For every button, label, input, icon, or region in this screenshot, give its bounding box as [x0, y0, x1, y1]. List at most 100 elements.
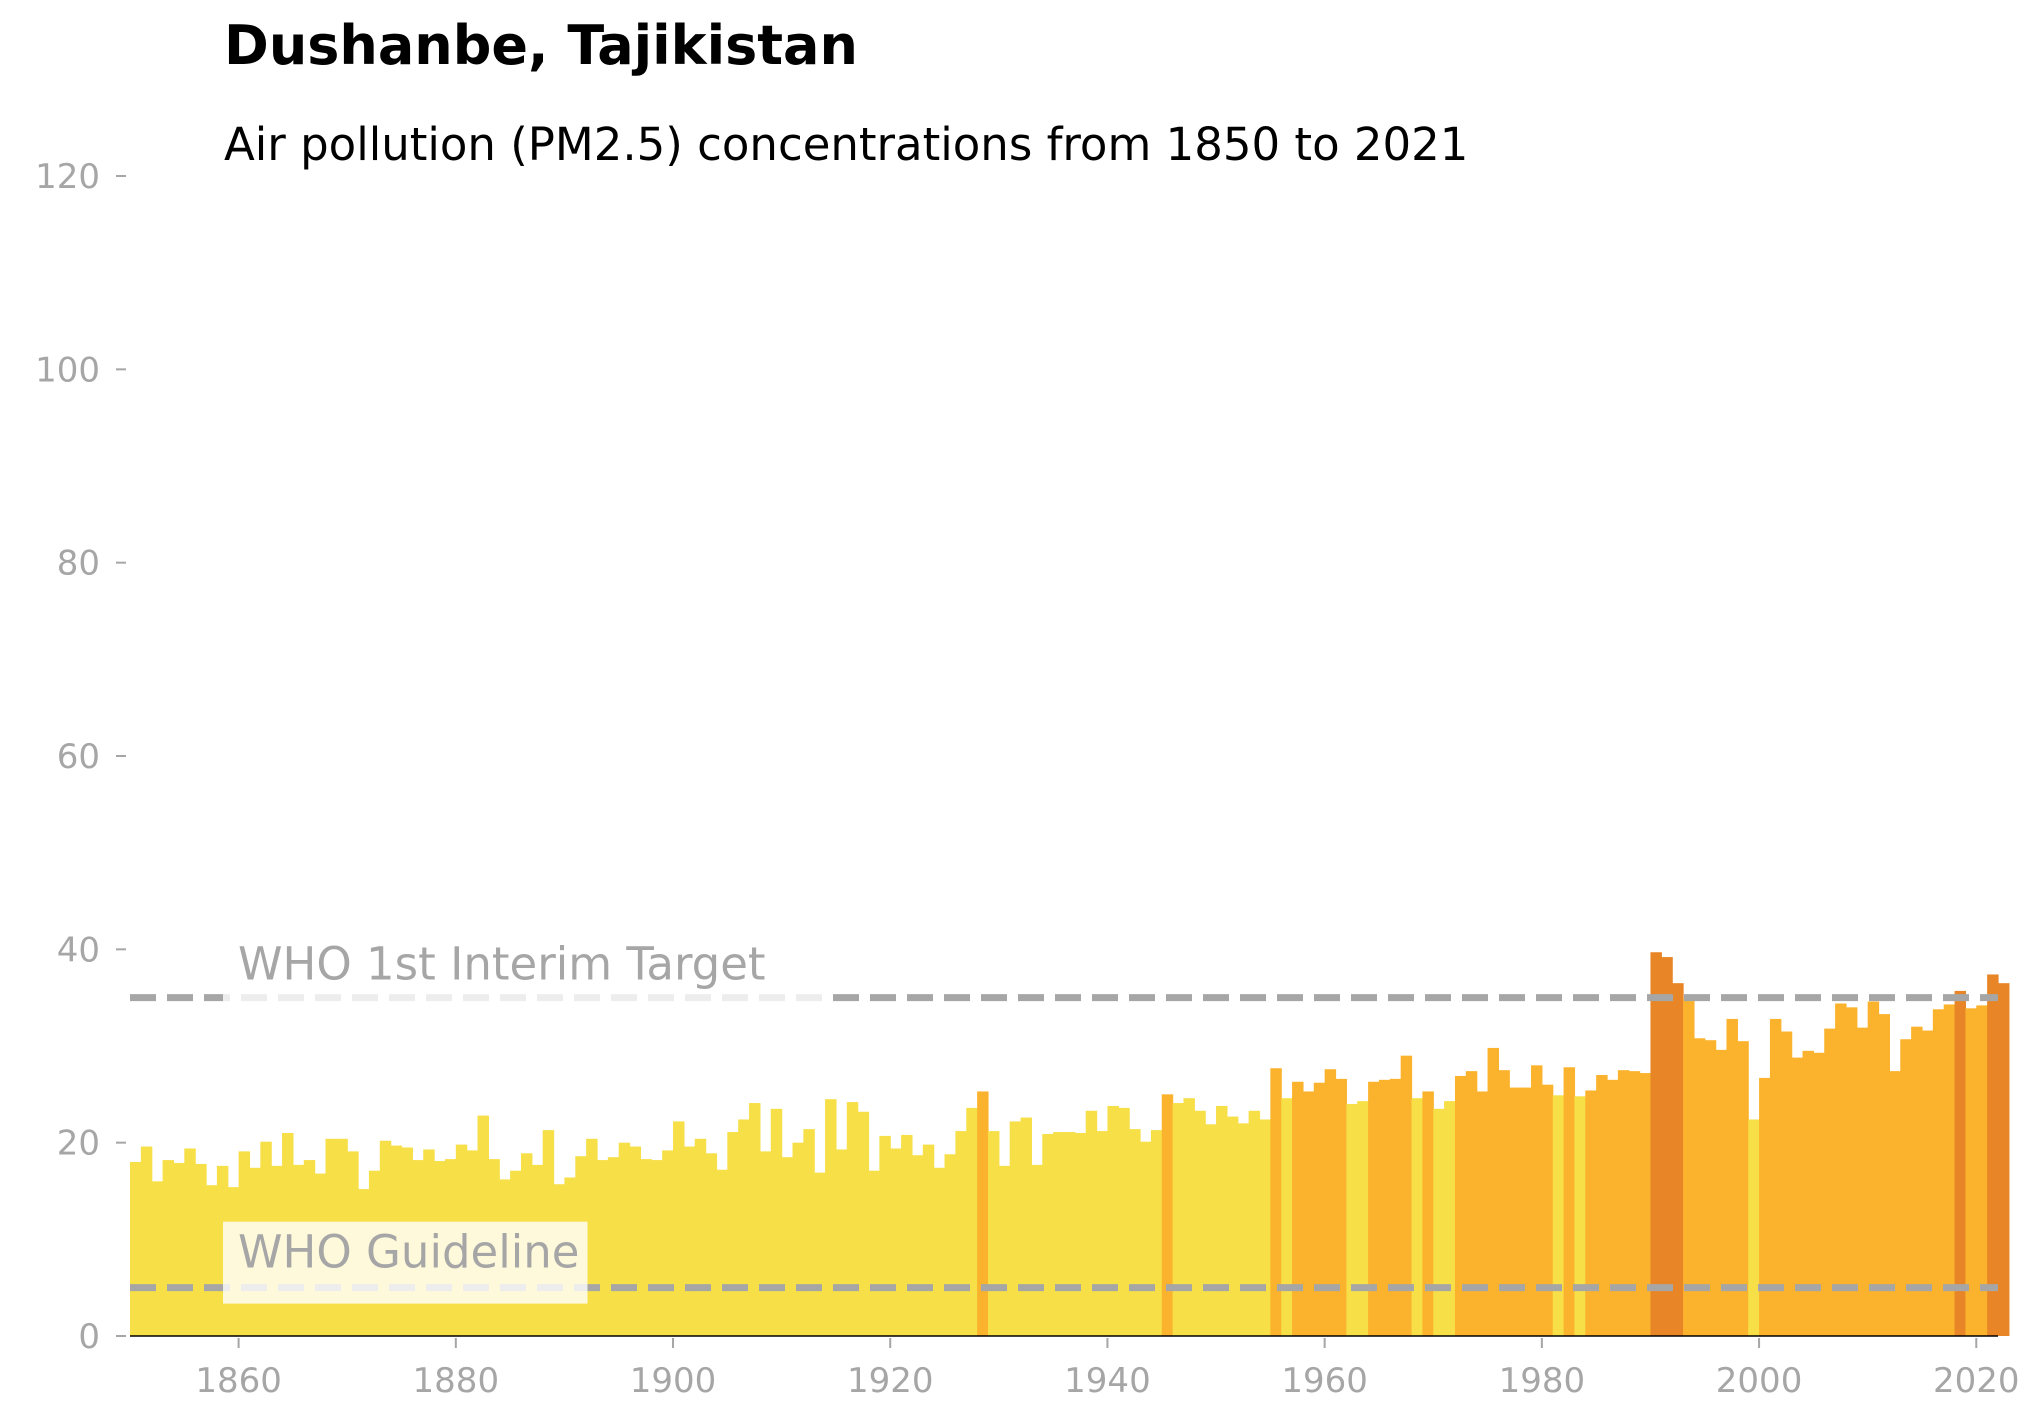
bar-1857 — [206, 1185, 218, 1336]
bar-1896 — [629, 1146, 642, 1336]
x-tick-label-1960: 1960 — [1281, 1361, 1368, 1401]
bar-2011 — [1878, 1014, 1890, 1336]
bar-1972 — [1454, 1075, 1467, 1336]
bar-1948 — [1194, 1110, 1206, 1336]
chart-subtitle: Air pollution (PM2.5) concentrations fro… — [224, 118, 1469, 171]
x-tick-label-1900: 1900 — [630, 1361, 717, 1401]
bar-2012 — [1889, 1071, 1901, 1336]
bar-1983 — [1574, 1096, 1586, 1336]
bar-1933 — [1031, 1164, 1043, 1336]
bar-1976 — [1498, 1070, 1510, 1336]
bar-1967 — [1400, 1055, 1413, 1336]
bar-1958 — [1302, 1091, 1315, 1336]
bar-2018 — [1954, 990, 1967, 1336]
bar-1955 — [1270, 1068, 1282, 1336]
bar-1893 — [597, 1160, 609, 1336]
reference-label-1: WHO Guideline — [238, 1226, 579, 1279]
bar-2022 — [1998, 983, 2010, 1336]
bar-1960 — [1324, 1069, 1337, 1336]
bar-1969 — [1422, 1091, 1434, 1336]
x-tick-label-2000: 2000 — [1716, 1361, 1803, 1401]
bar-1855 — [184, 1148, 196, 1336]
bar-1931 — [1009, 1121, 1022, 1336]
bar-1990 — [1650, 952, 1662, 1336]
bar-1935 — [1053, 1132, 1065, 1336]
bar-1920 — [890, 1148, 902, 1336]
bar-1952 — [1237, 1123, 1250, 1336]
bar-1905 — [727, 1132, 739, 1336]
x-tick-label-1940: 1940 — [1064, 1361, 1151, 1401]
bar-1913 — [814, 1172, 826, 1336]
bar-1974 — [1476, 1091, 1489, 1336]
bar-1926 — [955, 1131, 967, 1336]
bar-1924 — [933, 1167, 946, 1336]
bar-1853 — [162, 1160, 175, 1336]
bar-1981 — [1552, 1095, 1565, 1336]
bar-1851 — [140, 1146, 153, 1336]
bar-1944 — [1150, 1130, 1163, 1336]
x-tick-label-1920: 1920 — [847, 1361, 934, 1401]
bar-1979 — [1531, 1065, 1543, 1336]
bar-1950 — [1216, 1105, 1228, 1336]
bar-2010 — [1867, 1001, 1880, 1336]
bar-1959 — [1313, 1082, 1326, 1336]
x-tick-label-1880: 1880 — [413, 1361, 500, 1401]
bar-1892 — [586, 1138, 598, 1336]
bar-1910 — [781, 1157, 794, 1336]
y-tick-label-0: 0 — [78, 1317, 100, 1357]
bar-2013 — [1900, 1039, 1912, 1336]
bar-1957 — [1292, 1081, 1304, 1336]
bar-1968 — [1411, 1098, 1423, 1336]
bar-1994 — [1693, 1038, 1706, 1336]
y-tick-label-80: 80 — [57, 544, 100, 584]
reference-lines-group: WHO 1st Interim Target WHO Guideline — [130, 933, 1998, 1304]
bar-1937 — [1074, 1133, 1087, 1336]
bar-1856 — [195, 1163, 207, 1336]
bar-1918 — [868, 1170, 880, 1336]
bar-1982 — [1563, 1067, 1576, 1336]
bar-2019 — [1965, 1008, 1977, 1336]
bar-1993 — [1683, 998, 1695, 1336]
bar-2015 — [1921, 1030, 1934, 1336]
bar-1971 — [1444, 1101, 1456, 1336]
y-tick-label-100: 100 — [35, 350, 100, 390]
bar-1928 — [977, 1091, 989, 1336]
bar-2016 — [1932, 1009, 1945, 1336]
bar-2004 — [1802, 1050, 1814, 1336]
bar-1850 — [130, 1162, 142, 1336]
bar-1938 — [1085, 1110, 1098, 1336]
bar-2014 — [1911, 1026, 1923, 1336]
bar-2020 — [1976, 1005, 1988, 1336]
bar-1895 — [618, 1142, 631, 1336]
bar-1947 — [1183, 1098, 1195, 1336]
bar-1951 — [1226, 1116, 1239, 1336]
bar-1934 — [1042, 1133, 1054, 1336]
bar-2001 — [1769, 1018, 1782, 1336]
bar-1962 — [1346, 1104, 1358, 1336]
bar-1987 — [1617, 1070, 1630, 1336]
bar-1956 — [1281, 1098, 1293, 1336]
bar-1975 — [1487, 1047, 1500, 1336]
bar-1992 — [1672, 983, 1684, 1336]
bar-1925 — [944, 1154, 956, 1336]
bar-1909 — [770, 1108, 783, 1336]
axes-group: 0 20 40 60 80 100 120 1860 1880 1900 1920 1940 1960 1… — [35, 157, 2019, 1401]
bar-1986 — [1607, 1079, 1619, 1336]
bar-1903 — [705, 1153, 718, 1336]
bar-1978 — [1520, 1087, 1532, 1336]
bar-1900 — [673, 1121, 685, 1336]
bar-1906 — [738, 1119, 750, 1336]
bar-1901 — [683, 1146, 696, 1336]
bar-1980 — [1541, 1084, 1554, 1336]
bar-1897 — [640, 1159, 652, 1336]
bar-1991 — [1661, 957, 1673, 1336]
bar-1921 — [901, 1134, 913, 1336]
bar-1961 — [1335, 1078, 1347, 1336]
bar-1854 — [173, 1162, 185, 1336]
bar-1966 — [1389, 1078, 1402, 1336]
bar-1998 — [1737, 1041, 1749, 1336]
bar-1908 — [759, 1151, 772, 1336]
bar-1919 — [879, 1135, 891, 1336]
bar-1946 — [1172, 1103, 1185, 1336]
bar-1899 — [662, 1150, 674, 1336]
